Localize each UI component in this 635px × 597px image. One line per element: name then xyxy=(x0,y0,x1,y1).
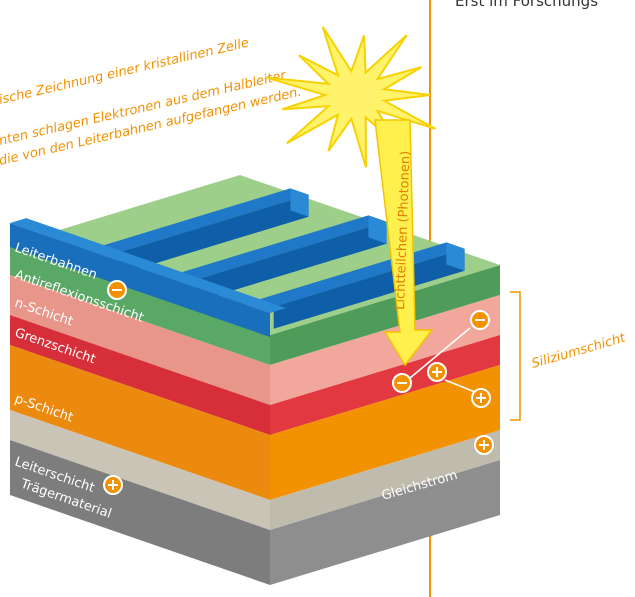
busbar-top xyxy=(10,218,287,313)
layer-right-face xyxy=(270,460,500,585)
header-title: Erst im Forschungs xyxy=(455,0,598,10)
layer-left-face xyxy=(10,315,270,435)
conductor-top xyxy=(177,215,387,280)
bracket xyxy=(510,291,521,421)
photon-label: Lichtteilchen (Photonen) xyxy=(393,151,414,311)
conductor-end xyxy=(290,188,309,217)
conductor-end xyxy=(368,215,387,244)
layer-left-face xyxy=(10,275,270,405)
busbar-front xyxy=(10,223,270,337)
layer-right-face xyxy=(270,265,500,365)
conductor-top xyxy=(99,188,309,253)
electron-path xyxy=(409,327,471,379)
conductor-side xyxy=(117,194,309,275)
conductor-side xyxy=(273,248,465,329)
layer-right-face xyxy=(270,365,500,500)
layer-left-face xyxy=(10,440,270,585)
layer-right-face xyxy=(270,295,500,405)
layer-right-face xyxy=(270,335,500,435)
conductor-end xyxy=(446,242,465,271)
layer-right-face xyxy=(270,430,500,530)
layer-left-face xyxy=(10,410,270,530)
hole-path xyxy=(444,379,476,393)
cell-block xyxy=(10,175,500,585)
photon-arrow xyxy=(374,119,434,367)
conductor-side xyxy=(195,221,387,302)
silicon-label: Siliziumschicht xyxy=(530,331,628,372)
layer-left-face xyxy=(10,245,270,365)
layer-left-face xyxy=(10,345,270,500)
